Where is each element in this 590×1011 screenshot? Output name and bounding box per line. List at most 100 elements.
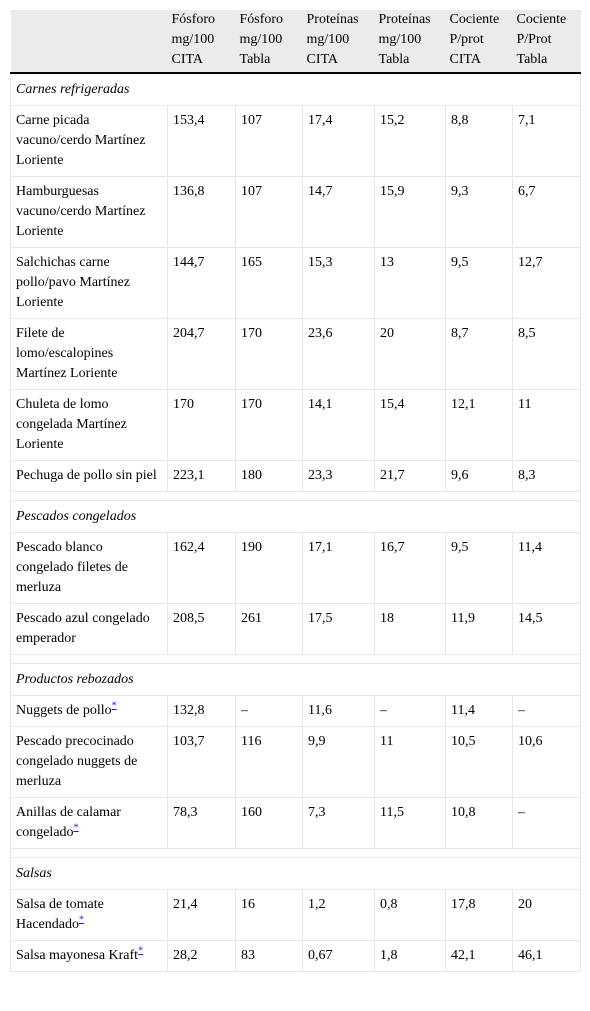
value-proteinas-tabla: – — [374, 695, 446, 727]
value-proteinas-cita: 23,6 — [302, 318, 375, 390]
section-spacer — [10, 491, 581, 501]
value-cociente-cita: 10,8 — [445, 797, 513, 849]
value-proteinas-tabla: 0,8 — [374, 889, 446, 941]
value-fosforo-tabla: 160 — [235, 797, 303, 849]
table-row: Pechuga de pollo sin piel 223,1 180 23,3 21,… — [10, 460, 581, 492]
value-cociente-tabla: 20 — [512, 889, 581, 941]
section-spacer — [10, 654, 581, 664]
value-cociente-cita: 9,5 — [445, 532, 513, 604]
header-fosforo-cita: Fósforo mg/100 CITA — [167, 10, 236, 73]
section-title: Pescados congelados — [10, 500, 581, 533]
product-name-cell: Carne picada vacuno/cerdo Martínez Lorie… — [10, 105, 168, 177]
value-proteinas-tabla: 15,4 — [374, 389, 446, 461]
value-cociente-cita: 11,9 — [445, 603, 513, 655]
value-fosforo-tabla: 107 — [235, 105, 303, 177]
section-title: Salsas — [10, 857, 581, 890]
footnote-link[interactable]: * — [78, 914, 84, 926]
phosphorus-protein-table: Fósforo mg/100 CITA Fósforo mg/100 Tabla… — [10, 10, 581, 972]
footnote-link[interactable]: * — [111, 700, 117, 712]
value-proteinas-cita: 0,67 — [302, 940, 375, 972]
value-cociente-cita: 9,3 — [445, 176, 513, 248]
value-fosforo-tabla: 83 — [235, 940, 303, 972]
value-cociente-cita: 17,8 — [445, 889, 513, 941]
value-fosforo-tabla: 116 — [235, 726, 303, 798]
table-row: Chuleta de lomo congelada Martínez Lorie… — [10, 389, 581, 461]
product-name: Pescado azul congelado emperador — [16, 611, 150, 646]
value-fosforo-tabla: 180 — [235, 460, 303, 492]
table-row: Salsa de tomate Hacendado* 21,4 16 1,2 0,8 17… — [10, 889, 581, 941]
value-cociente-tabla: 12,7 — [512, 247, 581, 319]
value-fosforo-tabla: 170 — [235, 318, 303, 390]
table-row: Pescado azul congelado emperador 208,5 261… — [10, 603, 581, 655]
value-fosforo-tabla: 16 — [235, 889, 303, 941]
table-row: Filete de lomo/escalopines Martínez Lori… — [10, 318, 581, 390]
product-name: Pechuga de pollo sin piel — [16, 468, 157, 483]
product-name: Salsa mayonesa Kraft — [16, 948, 139, 963]
value-proteinas-cita: 7,3 — [302, 797, 375, 849]
product-name-cell: Hamburguesas vacuno/cerdo Martínez Lorie… — [10, 176, 168, 248]
value-cociente-tabla: 46,1 — [512, 940, 581, 972]
product-name-cell: Pescado precocinado congelado nuggets de… — [10, 726, 168, 798]
value-cociente-cita: 8,7 — [445, 318, 513, 390]
section-header-row: Salsas — [10, 857, 581, 890]
product-name: Carne picada vacuno/cerdo Martínez Lorie… — [16, 113, 146, 168]
table-row: Pescado precocinado congelado nuggets de… — [10, 726, 581, 798]
value-cociente-cita: 42,1 — [445, 940, 513, 972]
value-cociente-tabla: 11,4 — [512, 532, 581, 604]
header-proteinas-tabla: Proteínas mg/100 Tabla — [374, 10, 446, 73]
value-cociente-tabla: 14,5 — [512, 603, 581, 655]
value-proteinas-cita: 17,1 — [302, 532, 375, 604]
table-row: Carne picada vacuno/cerdo Martínez Lorie… — [10, 105, 581, 177]
header-cociente-cita: Cociente P/prot CITA — [445, 10, 513, 73]
value-cociente-cita: 12,1 — [445, 389, 513, 461]
table-row: Pescado blanco congelado filetes de merl… — [10, 532, 581, 604]
value-cociente-cita: 9,6 — [445, 460, 513, 492]
value-proteinas-cita: 23,3 — [302, 460, 375, 492]
product-name-cell: Salchichas carne pollo/pavo Martínez Lor… — [10, 247, 168, 319]
value-proteinas-tabla: 11 — [374, 726, 446, 798]
product-name-cell: Anillas de calamar congelado* — [10, 797, 168, 849]
product-name-cell: Nuggets de pollo* — [10, 695, 168, 727]
value-fosforo-cita: 162,4 — [167, 532, 236, 604]
header-proteinas-cita: Proteínas mg/100 CITA — [302, 10, 375, 73]
section-spacer — [10, 848, 581, 858]
product-name-cell: Pescado blanco congelado filetes de merl… — [10, 532, 168, 604]
product-name: Anillas de calamar congelado — [16, 805, 121, 840]
header-fosforo-tabla: Fósforo mg/100 Tabla — [235, 10, 303, 73]
product-name: Chuleta de lomo congelada Martínez Lorie… — [16, 397, 127, 452]
footnote-link[interactable]: * — [73, 822, 79, 834]
value-fosforo-tabla: 170 — [235, 389, 303, 461]
value-proteinas-cita: 1,2 — [302, 889, 375, 941]
value-proteinas-tabla: 16,7 — [374, 532, 446, 604]
value-cociente-tabla: – — [512, 797, 581, 849]
header-row: Fósforo mg/100 CITA Fósforo mg/100 Tabla… — [10, 10, 581, 73]
header-cociente-tabla: Cociente P/Prot Tabla — [512, 10, 581, 73]
value-proteinas-cita: 14,1 — [302, 389, 375, 461]
value-fosforo-tabla: 165 — [235, 247, 303, 319]
value-fosforo-cita: 223,1 — [167, 460, 236, 492]
section-header-row: Pescados congelados — [10, 500, 581, 533]
header-blank — [10, 10, 168, 73]
section-header-row: Carnes refrigeradas — [10, 72, 581, 106]
footnote-link[interactable]: * — [138, 945, 144, 957]
table-row: Salsa mayonesa Kraft* 28,2 83 0,67 1,8 42,1 46… — [10, 940, 581, 972]
table-row: Salchichas carne pollo/pavo Martínez Lor… — [10, 247, 581, 319]
product-name: Hamburguesas vacuno/cerdo Martínez Lorie… — [16, 184, 146, 239]
spacer-cell — [10, 848, 581, 858]
value-fosforo-cita: 136,8 — [167, 176, 236, 248]
value-cociente-tabla: 11 — [512, 389, 581, 461]
value-cociente-tabla: 10,6 — [512, 726, 581, 798]
value-proteinas-cita: 11,6 — [302, 695, 375, 727]
value-fosforo-cita: 153,4 — [167, 105, 236, 177]
value-fosforo-cita: 208,5 — [167, 603, 236, 655]
section-header-row: Productos rebozados — [10, 663, 581, 696]
value-cociente-cita: 11,4 — [445, 695, 513, 727]
table-body: Carnes refrigeradas Carne picada vacuno/… — [10, 72, 581, 972]
product-name-cell: Salsa mayonesa Kraft* — [10, 940, 168, 972]
product-name-cell: Salsa de tomate Hacendado* — [10, 889, 168, 941]
value-proteinas-tabla: 11,5 — [374, 797, 446, 849]
value-fosforo-tabla: 107 — [235, 176, 303, 248]
value-fosforo-tabla: 261 — [235, 603, 303, 655]
value-cociente-cita: 8,8 — [445, 105, 513, 177]
product-name-cell: Filete de lomo/escalopines Martínez Lori… — [10, 318, 168, 390]
